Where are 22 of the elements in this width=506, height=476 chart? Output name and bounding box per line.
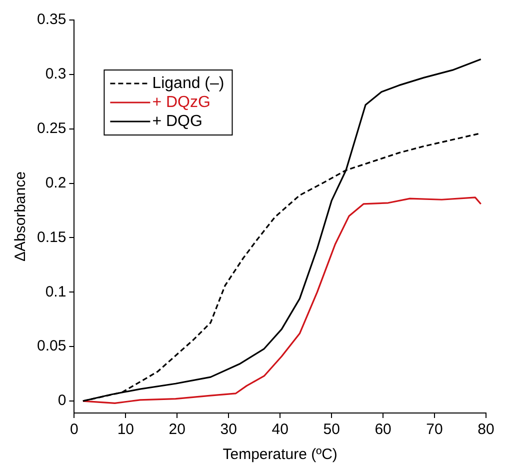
x-tick-label: 40 xyxy=(272,421,288,438)
x-tick-label: 30 xyxy=(220,421,237,438)
x-tick-label: 80 xyxy=(478,421,494,438)
y-tick-label: 0 xyxy=(58,392,66,410)
y-tick-label: 0.2 xyxy=(45,174,66,192)
y-tick-label: 0.15 xyxy=(36,228,66,246)
x-tick-label: 60 xyxy=(374,421,392,438)
y-tick-label: 0.35 xyxy=(36,11,66,28)
y-tick-label: 0.05 xyxy=(36,338,66,355)
x-tick-label: 50 xyxy=(323,421,340,438)
legend-label: + DQzG xyxy=(152,94,210,111)
x-tick-label: 0 xyxy=(70,421,78,438)
x-tick-label: 70 xyxy=(426,421,443,438)
x-tick-label: 10 xyxy=(117,421,134,438)
x-axis-title: Temperature (ºC) xyxy=(222,446,338,464)
x-tick-label: 20 xyxy=(168,421,186,438)
y-tick-label: 0.1 xyxy=(45,283,66,300)
legend-label: Ligand (–) xyxy=(152,74,224,92)
y-tick-label: 0.3 xyxy=(45,66,66,83)
legend-label: + DQG xyxy=(152,112,202,130)
y-tick-label: 0.25 xyxy=(36,120,66,138)
y-axis-title: ΔAbsorbance xyxy=(12,171,30,262)
